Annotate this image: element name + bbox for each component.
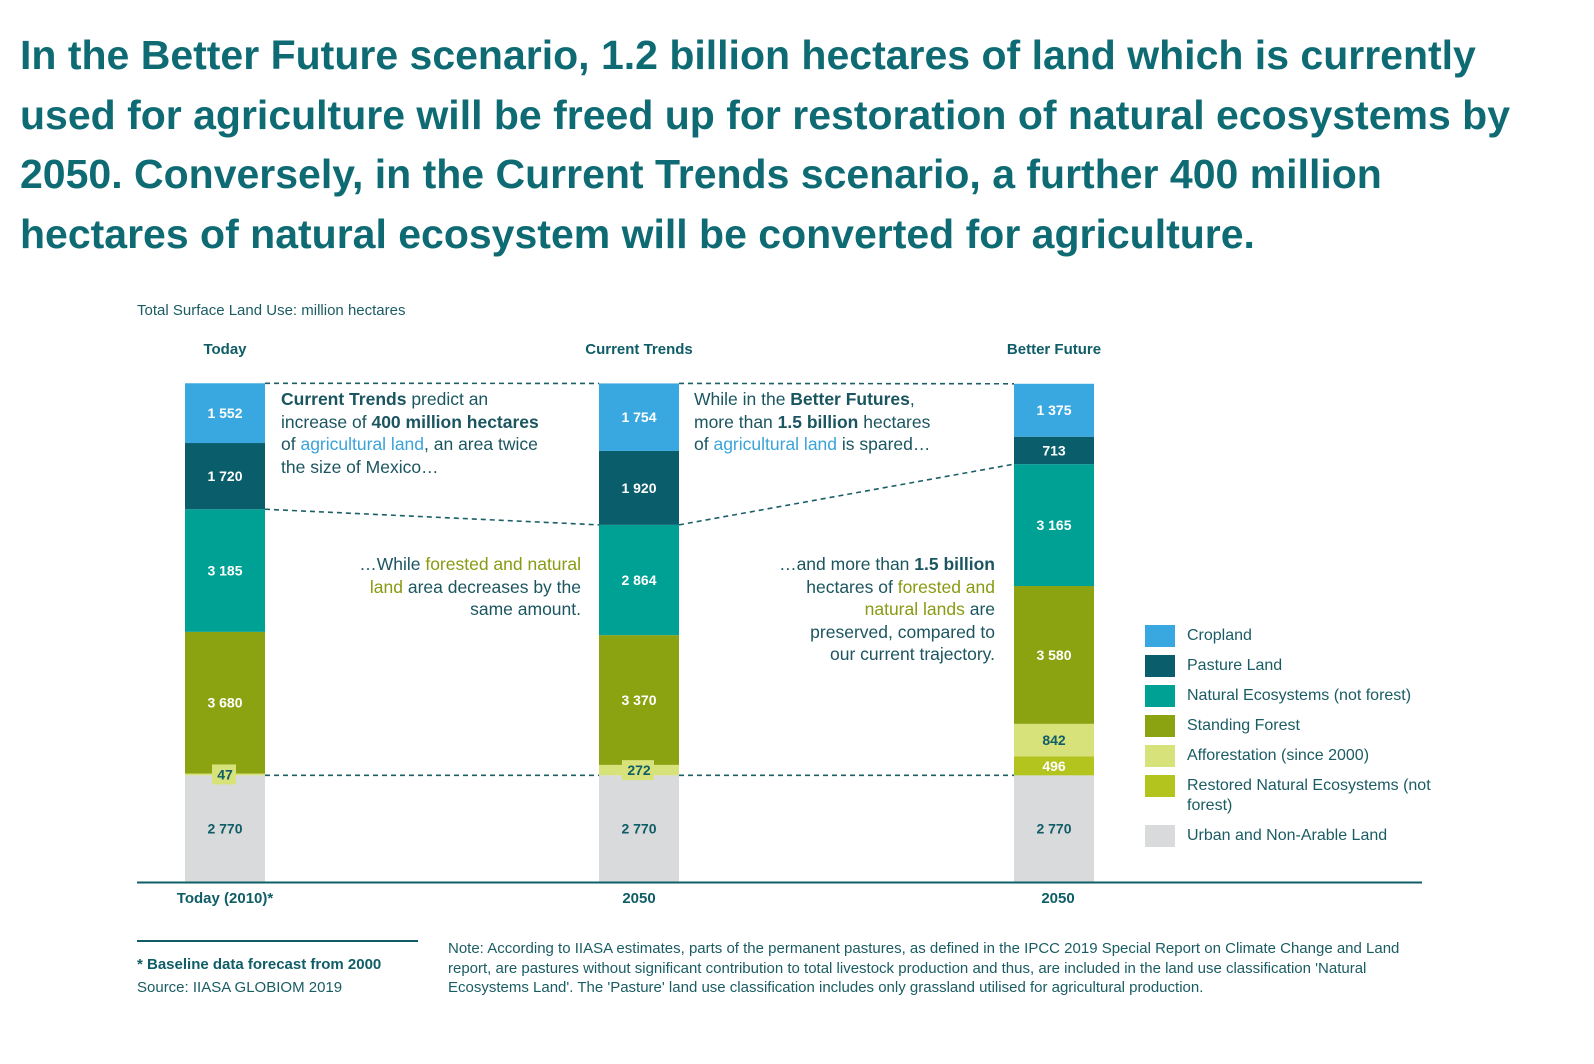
legend-label-cropland: Cropland (1187, 627, 1252, 644)
bar-value-label-natural-ecosystems-0: 3 185 (207, 563, 242, 579)
column-header-today: Today (203, 341, 247, 358)
column-header-better-future: Better Future (1006, 341, 1102, 358)
bar-value-label-urban-2: 2 770 (1036, 821, 1071, 837)
bar-segment-afforestation-2 (1014, 723, 1094, 757)
bar-value-label-afforestation-0: 47 (217, 766, 233, 782)
bar-value-label-natural-ecosystems-2: 3 165 (1036, 517, 1071, 533)
x-tick-label-current-trends: 2050 (622, 890, 656, 907)
bar-segment-natural-ecosystems-1 (599, 524, 679, 636)
legend-item-restored: Restored Natural Ecosystems (not forest) (1145, 775, 1432, 816)
x-tick-label-better-future: 2050 (1041, 890, 1075, 907)
annotation-current-trends-agriculture: Current Trends predict an increase of 40… (281, 389, 539, 477)
bar-segment-pasture-0 (185, 443, 265, 510)
column-header-current-trends: Current Trends (585, 341, 693, 358)
footnote: * Baseline data forecast from 2000 (137, 956, 382, 973)
legend-swatch-cropland (1145, 625, 1175, 647)
bar-label-badge-afforestation-0 (212, 764, 236, 785)
bar-segment-cropland-0 (185, 383, 265, 444)
legend-item-cropland: Cropland (1145, 625, 1252, 647)
bar-value-label-cropland-0: 1 552 (207, 405, 242, 421)
source: Source: IIASA GLOBIOM 2019 (137, 979, 343, 996)
bar-value-label-pasture-2: 713 (1042, 442, 1066, 458)
bar-segment-natural-ecosystems-0 (185, 509, 265, 632)
bar-segment-standing-forest-1 (599, 635, 679, 765)
bar-value-label-afforestation-1: 272 (627, 762, 651, 778)
legend-swatch-pasture (1145, 655, 1175, 677)
headline: In the Better Future scenario, 1.2 billi… (20, 32, 1510, 257)
bar-value-label-natural-ecosystems-1: 2 864 (621, 572, 656, 588)
legend-swatch-afforestation (1145, 745, 1175, 767)
legend-swatch-standing-forest (1145, 715, 1175, 737)
annotation-current-trends-forest: …While forested and natural land area de… (359, 554, 581, 619)
bar-value-label-urban-0: 2 770 (207, 821, 242, 837)
bar-value-label-cropland-1: 1 754 (621, 409, 656, 425)
annotation-better-future-agriculture: While in the Better Futures, more than 1… (694, 389, 931, 454)
legend-item-natural-ecosystems: Natural Ecosystems (not forest) (1145, 685, 1411, 707)
connector-agri-0-1 (264, 508, 600, 526)
bar-segment-standing-forest-2 (1014, 586, 1094, 724)
legend-label-pasture: Pasture Land (1187, 657, 1283, 674)
bar-value-label-standing-forest-1: 3 370 (621, 692, 656, 708)
bar-value-label-pasture-1: 1 920 (621, 480, 656, 496)
legend-item-pasture: Pasture Land (1145, 655, 1282, 677)
bar-value-label-restored-2: 496 (1042, 758, 1066, 774)
legend-label-afforestation: Afforestation (since 2000) (1187, 747, 1370, 764)
bar-value-label-urban-1: 2 770 (621, 821, 656, 837)
legend-swatch-restored (1145, 775, 1175, 797)
legend-label-urban: Urban and Non-Arable Land (1187, 827, 1388, 844)
note: Note: According to IIASA estimates, part… (448, 940, 1400, 996)
bar-segment-standing-forest-0 (185, 631, 265, 774)
legend-item-urban: Urban and Non-Arable Land (1145, 825, 1387, 847)
bar-segment-urban-1 (599, 775, 679, 882)
bar-segment-urban-0 (185, 775, 265, 882)
legend-label-standing-forest: Standing Forest (1187, 717, 1300, 734)
footnote-rule (137, 940, 418, 942)
bar-segment-urban-2 (1014, 775, 1094, 882)
chart-title: Total Surface Land Use: million hectares (137, 302, 406, 319)
annotation-better-future-forest: …and more than 1.5 billion hectares of f… (779, 554, 995, 664)
legend-swatch-natural-ecosystems (1145, 685, 1175, 707)
legend-label-restored: Restored Natural Ecosystems (not forest) (1187, 777, 1431, 814)
bar-value-label-cropland-2: 1 375 (1036, 402, 1071, 418)
x-tick-label-today: Today (2010)* (176, 890, 274, 907)
legend-label-natural-ecosystems: Natural Ecosystems (not forest) (1187, 687, 1412, 704)
bar-segment-cropland-1 (599, 383, 679, 451)
bar-value-label-standing-forest-0: 3 680 (207, 695, 242, 711)
bar-segment-cropland-2 (1014, 383, 1094, 437)
bar-value-label-pasture-0: 1 720 (207, 468, 242, 484)
bar-segment-restored-2 (1014, 756, 1094, 776)
bar-segment-pasture-1 (599, 450, 679, 525)
bar-segment-natural-ecosystems-2 (1014, 464, 1094, 587)
bar-value-label-standing-forest-2: 3 580 (1036, 647, 1071, 663)
connector-agri-1-2 (678, 463, 1015, 526)
bar-segment-pasture-2 (1014, 436, 1094, 465)
legend-swatch-urban (1145, 825, 1175, 847)
bar-value-label-afforestation-2: 842 (1042, 732, 1066, 748)
legend-item-standing-forest: Standing Forest (1145, 715, 1300, 737)
bar-label-badge-afforestation-1 (622, 760, 654, 781)
legend-item-afforestation: Afforestation (since 2000) (1145, 745, 1369, 767)
